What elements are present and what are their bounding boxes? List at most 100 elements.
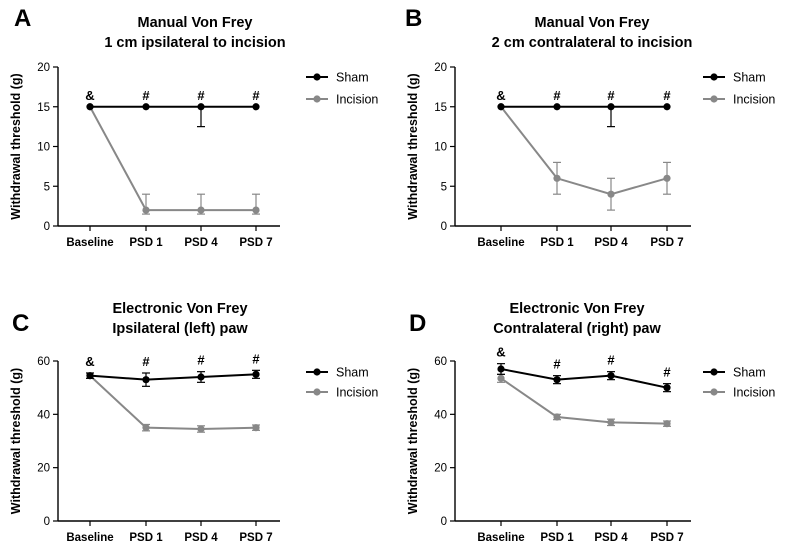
data-point-incision	[663, 174, 671, 182]
y-tick-label: 10	[434, 142, 447, 154]
y-tick-label: 20	[37, 62, 50, 74]
y-tick-label: 0	[441, 221, 447, 233]
chart-panel-a: A Manual Von Frey 1 cm ipsilateral to inci…	[0, 0, 396, 274]
legend-label: Sham	[733, 71, 766, 85]
data-point-incision	[607, 418, 615, 426]
significance-marker: &	[496, 345, 505, 360]
chart-title-line: Contralateral (right) paw	[493, 321, 661, 337]
data-point-incision	[553, 174, 561, 182]
x-tick-label: PSD 7	[239, 532, 272, 544]
y-tick-label: 60	[37, 356, 50, 368]
legend-swatch-marker	[710, 73, 718, 81]
data-point-incision	[142, 206, 150, 214]
data-point-sham	[663, 384, 671, 392]
significance-marker: #	[607, 88, 615, 103]
data-point-incision	[497, 374, 505, 382]
data-point-sham	[197, 103, 205, 111]
y-tick-label: 15	[37, 102, 50, 114]
x-tick-label: PSD 7	[239, 237, 272, 249]
x-tick-label: PSD 1	[129, 532, 163, 544]
data-point-incision	[663, 420, 671, 428]
chart-panel-d: D Electronic Von Frey Contralateral (right…	[397, 275, 793, 549]
data-point-sham	[607, 103, 615, 111]
data-point-sham	[553, 103, 561, 111]
legend-swatch-marker	[313, 73, 321, 81]
chart-title-line: 2 cm contralateral to incision	[492, 35, 693, 51]
y-axis-label: Withdrawal threshold (g)	[406, 368, 420, 514]
significance-marker: &	[496, 88, 505, 103]
significance-marker: #	[197, 88, 205, 103]
y-tick-label: 20	[37, 463, 50, 475]
data-point-incision	[607, 190, 615, 198]
data-point-incision	[197, 206, 205, 214]
x-tick-label: PSD 4	[184, 532, 218, 544]
x-tick-label: PSD 4	[594, 532, 628, 544]
chart-title-line: Ipsilateral (left) paw	[112, 321, 248, 337]
legend-swatch-marker	[710, 368, 718, 376]
data-point-incision	[142, 424, 150, 432]
chart-title-line: Electronic Von Frey	[509, 301, 644, 317]
legend-swatch-marker	[313, 368, 321, 376]
y-tick-label: 0	[44, 221, 50, 233]
chart-title-line: Manual Von Frey	[535, 15, 650, 31]
x-tick-label: Baseline	[66, 532, 113, 544]
data-point-sham	[497, 103, 505, 111]
chart-panel-c: C Electronic Von Frey Ipsilateral (left) p…	[0, 275, 396, 549]
significance-marker: #	[142, 88, 150, 103]
data-point-incision	[252, 206, 260, 214]
legend-label: Incision	[733, 386, 775, 400]
significance-marker: #	[252, 88, 260, 103]
significance-marker: #	[553, 88, 561, 103]
y-tick-label: 15	[434, 102, 447, 114]
data-point-sham	[142, 376, 150, 384]
data-point-sham	[252, 370, 260, 378]
chart-title-line: Electronic Von Frey	[112, 301, 247, 317]
legend-label: Incision	[733, 93, 775, 107]
series-line-incision	[89, 106, 256, 212]
panel-letter: A	[14, 5, 31, 32]
data-point-sham	[86, 103, 94, 111]
data-point-sham	[497, 365, 505, 373]
y-tick-label: 60	[434, 356, 447, 368]
y-axis-label: Withdrawal threshold (g)	[9, 368, 23, 514]
significance-marker: &	[85, 88, 94, 103]
chart-title-line: Manual Von Frey	[138, 15, 253, 31]
y-axis-label: Withdrawal threshold (g)	[406, 73, 420, 219]
y-tick-label: 20	[434, 62, 447, 74]
x-tick-label: PSD 7	[650, 532, 683, 544]
x-tick-label: PSD 4	[184, 237, 218, 249]
x-tick-label: Baseline	[477, 237, 524, 249]
y-tick-label: 5	[44, 181, 50, 193]
legend-swatch-marker	[313, 388, 321, 396]
legend-label: Sham	[733, 366, 766, 380]
y-tick-label: 5	[441, 181, 447, 193]
legend-swatch-marker	[710, 95, 718, 103]
legend-label: Incision	[336, 386, 378, 400]
series-line-incision	[500, 377, 668, 425]
legend-label: Sham	[336, 366, 369, 380]
chart-panel-b: B Manual Von Frey 2 cm contralateral to in…	[397, 0, 793, 274]
chart-title-line: 1 cm ipsilateral to incision	[104, 35, 285, 51]
x-tick-label: Baseline	[66, 237, 113, 249]
y-tick-label: 0	[44, 516, 50, 528]
chart-svg: B Manual Von Frey 2 cm contralateral to in…	[405, 5, 775, 249]
significance-marker: #	[663, 88, 671, 103]
data-point-sham	[197, 373, 205, 381]
x-tick-label: Baseline	[477, 532, 524, 544]
x-tick-label: PSD 4	[594, 237, 628, 249]
y-tick-label: 20	[434, 463, 447, 475]
data-point-sham	[663, 103, 671, 111]
y-axis-label: Withdrawal threshold (g)	[9, 73, 23, 219]
data-point-sham	[553, 376, 561, 384]
data-point-incision	[553, 413, 561, 421]
x-tick-label: PSD 1	[129, 237, 163, 249]
y-tick-label: 40	[434, 409, 447, 421]
series-line-sham	[89, 373, 257, 381]
data-point-sham	[142, 103, 150, 111]
panel-letter: C	[12, 310, 29, 337]
significance-marker: &	[85, 354, 94, 369]
series-line-sham	[500, 368, 668, 389]
y-tick-label: 10	[37, 142, 50, 154]
legend-label: Sham	[336, 71, 369, 85]
significance-marker: #	[252, 351, 260, 366]
